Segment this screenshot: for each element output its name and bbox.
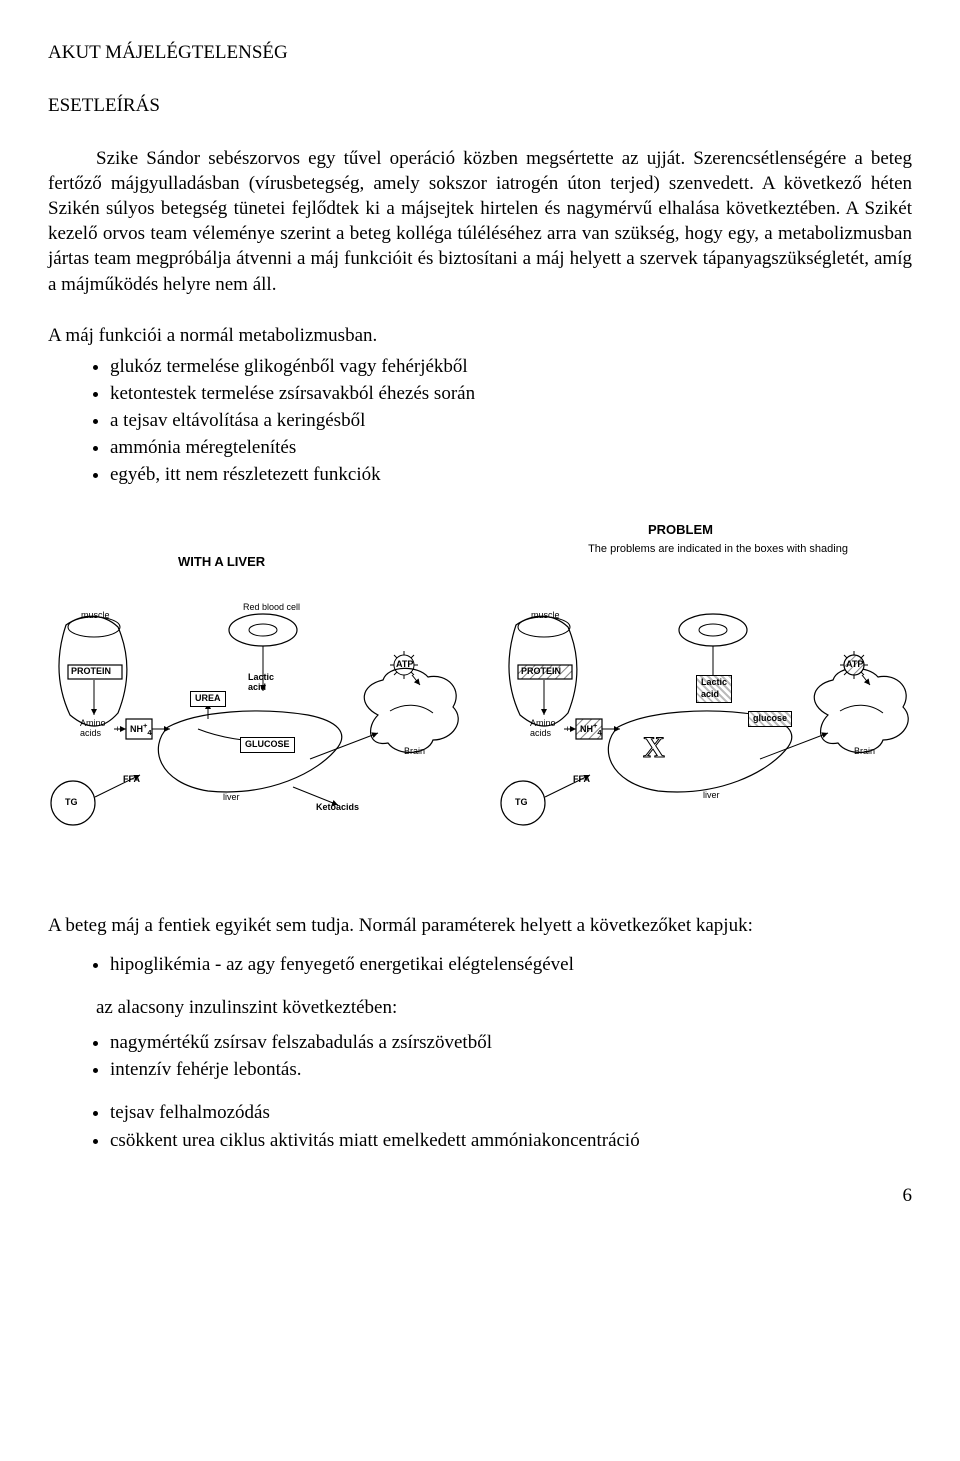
doc-subtitle: ESETLEÍRÁS [48,93,912,118]
list-item: ammónia méregtelenítés [110,435,912,460]
muscle-label-r: muscle [531,611,560,621]
doc-title: AKUT MÁJELÉGTELENSÉG [48,40,912,65]
lactic-label: Lacticacid [248,673,274,693]
nh4-label: NH+4 [130,722,152,737]
x-mark: X [643,731,665,764]
protein-label: PROTEIN [71,667,111,677]
intro-paragraph: Szike Sándor sebészorvos egy tűvel operá… [48,146,912,296]
diagram-left-title: WITH A LIVER [178,555,265,569]
atp-label-r: ATP [846,660,863,670]
list-item: glukóz termelése glikogénből vagy fehérj… [110,354,912,379]
after-diagram-para: A beteg máj a fentiek egyikét sem tudja.… [48,913,912,938]
glucose-box-r: glucose [748,711,792,727]
atp-label: ATP [396,660,413,670]
symptoms-list-2: nagymértékű zsírsav felszabadulás a zsír… [48,1030,912,1082]
list-item: csökkent urea ciklus aktivitás miatt eme… [110,1128,912,1153]
liver-functions-list: glukóz termelése glikogénből vagy fehérj… [48,354,912,487]
tg-label-r: TG [515,798,528,808]
brain-label-r: Brain [854,747,875,757]
symptoms-list-1: hipoglikémia - az agy fenyegető energeti… [48,952,912,977]
plus-icon: + [115,725,120,735]
list-item: hipoglikémia - az agy fenyegető energeti… [110,952,912,977]
ffa-label: FFA [123,775,140,785]
urea-box: UREA [190,691,226,707]
amino-label-r: Aminoacids [530,719,556,739]
ffa-label-r: FFA [573,775,590,785]
tg-label: TG [65,798,78,808]
amino-label: Aminoacids [80,719,106,739]
nh4-label-r: NH+4 [580,722,602,737]
lactic-box-r: Lacticacid [696,675,732,703]
rbc-label: Red blood cell [243,603,300,613]
symptoms-list-3: tejsav felhalmozódás csökkent urea ciklu… [48,1100,912,1152]
brain-label: Brain [404,747,425,757]
list-item: a tejsav eltávolítása a keringésből [110,408,912,433]
section-liver-func: A máj funkciói a normál metabolizmusban. [48,323,912,348]
list-item: egyéb, itt nem részletezett funkciók [110,462,912,487]
protein-label-r: PROTEIN [521,667,561,677]
diagram-right-sub: The problems are indicated in the boxes … [558,543,878,555]
liver-label: liver [223,793,240,803]
list-item: intenzív fehérje lebontás. [110,1057,912,1082]
keto-label: Ketoacids [316,803,359,813]
metabolism-diagram: WITH A LIVER PROBLEM The problems are in… [48,515,918,875]
plus-icon-r: + [565,725,570,735]
glucose-box: GLUCOSE [240,737,295,753]
muscle-label: muscle [81,611,110,621]
liver-label-r: liver [703,791,720,801]
list-item: tejsav felhalmozódás [110,1100,912,1125]
diagram-right-title: PROBLEM [648,523,713,537]
list-item: ketontestek termelése zsírsavakból éhezé… [110,381,912,406]
list-item: nagymértékű zsírsav felszabadulás a zsír… [110,1030,912,1055]
page-number: 6 [48,1183,912,1208]
inset-cause: az alacsony inzulinszint következtében: [96,995,912,1020]
